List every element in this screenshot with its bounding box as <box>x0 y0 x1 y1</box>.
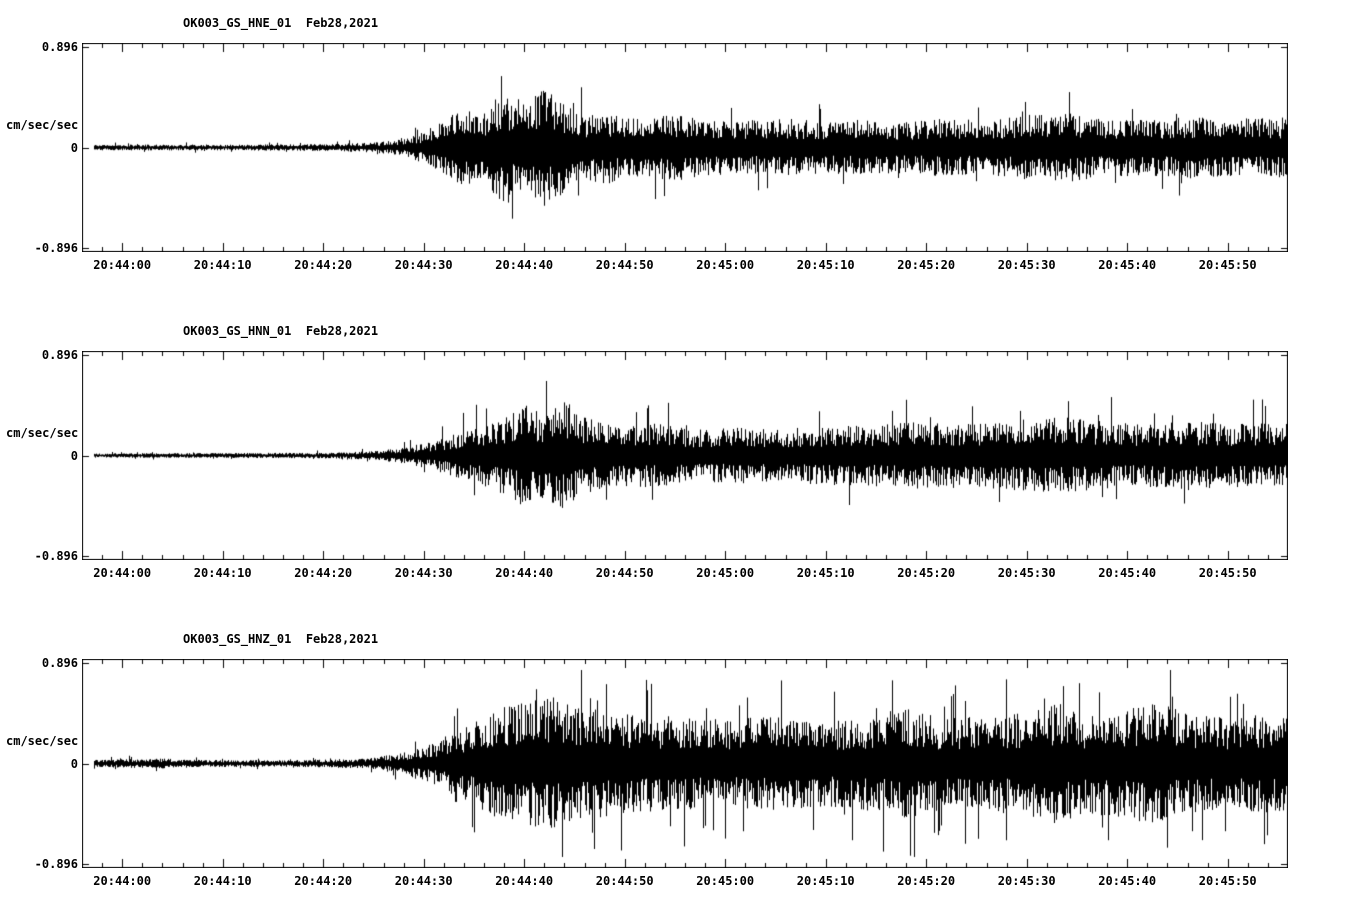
x-tick-label: 20:44:30 <box>394 874 453 888</box>
x-tick-label: 20:45:10 <box>796 874 855 888</box>
y-tick-label-max: 0.896 <box>41 656 78 670</box>
y-axis-units-label: cm/sec/sec <box>6 734 79 748</box>
y-tick-label-min: -0.896 <box>34 549 78 563</box>
x-axis-labels: 20:44:00 20:44:10 20:44:20 20:44:30 20:44:40… <box>0 874 1358 890</box>
seismogram-panel-hnn: OK003_GS_HNN_01 Feb28,2021 0.896 cm/sec/… <box>0 308 1358 616</box>
x-tick-label: 20:44:40 <box>495 566 554 580</box>
y-tick-label-min: -0.896 <box>34 857 78 871</box>
x-tick-label: 20:44:10 <box>193 258 252 272</box>
x-tick-label: 20:45:40 <box>1098 258 1157 272</box>
x-tick-label: 20:45:10 <box>796 258 855 272</box>
x-tick-label: 20:45:40 <box>1098 874 1157 888</box>
y-tick-label-zero: 0 <box>70 449 78 463</box>
x-tick-label: 20:45:30 <box>997 874 1056 888</box>
y-tick-label-max: 0.896 <box>41 348 78 362</box>
x-tick-label: 20:45:50 <box>1198 874 1257 888</box>
seismogram-panel-hnz: OK003_GS_HNZ_01 Feb28,2021 0.896 cm/sec/… <box>0 616 1358 924</box>
x-tick-label: 20:44:20 <box>294 566 353 580</box>
y-tick-label-zero: 0 <box>70 141 78 155</box>
x-tick-label: 20:45:50 <box>1198 258 1257 272</box>
x-axis-labels: 20:44:00 20:44:10 20:44:20 20:44:30 20:44:40… <box>0 258 1358 274</box>
x-tick-label: 20:45:00 <box>696 566 755 580</box>
x-tick-label: 20:45:20 <box>897 874 956 888</box>
x-tick-label: 20:45:50 <box>1198 566 1257 580</box>
x-tick-label: 20:44:50 <box>595 258 654 272</box>
x-tick-label: 20:45:10 <box>796 566 855 580</box>
panel-title: OK003_GS_HNZ_01 Feb28,2021 <box>183 632 379 646</box>
y-tick-label-max: 0.896 <box>41 40 78 54</box>
y-tick-label-zero: 0 <box>70 757 78 771</box>
seismogram-panel-hne: OK003_GS_HNE_01 Feb28,2021 0.896 cm/sec/… <box>0 0 1358 308</box>
x-tick-label: 20:44:50 <box>595 566 654 580</box>
waveform-canvas <box>82 659 1288 868</box>
x-tick-label: 20:44:30 <box>394 258 453 272</box>
x-tick-label: 20:45:00 <box>696 258 755 272</box>
waveform-canvas <box>82 351 1288 560</box>
x-tick-label: 20:45:20 <box>897 258 956 272</box>
y-axis-units-label: cm/sec/sec <box>6 118 79 132</box>
x-tick-label: 20:44:40 <box>495 874 554 888</box>
x-tick-label: 20:44:00 <box>93 566 152 580</box>
panel-title: OK003_GS_HNE_01 Feb28,2021 <box>183 16 379 30</box>
x-tick-label: 20:44:30 <box>394 566 453 580</box>
x-tick-label: 20:44:00 <box>93 874 152 888</box>
waveform-canvas <box>82 43 1288 252</box>
x-tick-label: 20:44:50 <box>595 874 654 888</box>
y-axis-units-label: cm/sec/sec <box>6 426 79 440</box>
x-tick-label: 20:44:10 <box>193 874 252 888</box>
y-tick-label-min: -0.896 <box>34 241 78 255</box>
x-tick-label: 20:44:20 <box>294 874 353 888</box>
x-tick-label: 20:45:20 <box>897 566 956 580</box>
x-tick-label: 20:44:00 <box>93 258 152 272</box>
x-axis-labels: 20:44:00 20:44:10 20:44:20 20:44:30 20:44:40… <box>0 566 1358 582</box>
x-tick-label: 20:44:40 <box>495 258 554 272</box>
x-tick-label: 20:45:30 <box>997 566 1056 580</box>
panel-title: OK003_GS_HNN_01 Feb28,2021 <box>183 324 379 338</box>
x-tick-label: 20:45:40 <box>1098 566 1157 580</box>
x-tick-label: 20:44:10 <box>193 566 252 580</box>
x-tick-label: 20:44:20 <box>294 258 353 272</box>
x-tick-label: 20:45:30 <box>997 258 1056 272</box>
x-tick-label: 20:45:00 <box>696 874 755 888</box>
